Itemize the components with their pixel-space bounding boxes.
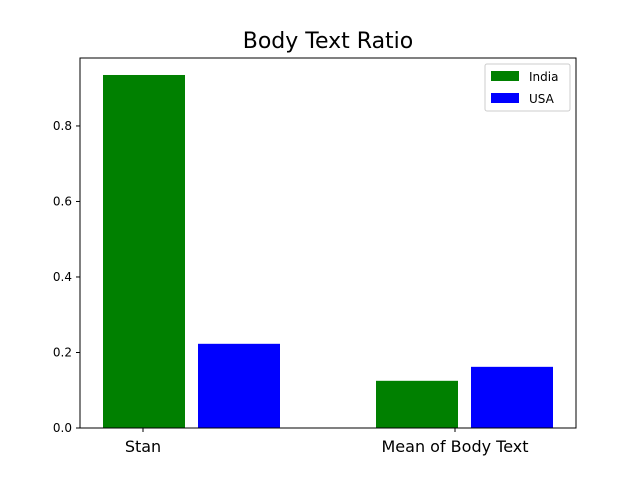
- bars: [103, 74, 553, 428]
- legend: India USA: [484, 63, 571, 112]
- x-tick-label: Mean of Body Text: [381, 437, 528, 456]
- legend-label-india: India: [529, 70, 558, 84]
- y-axis: 0.0 0.2 0.4 0.6 0.8: [53, 119, 80, 435]
- plot-frame: [79, 57, 577, 429]
- bar-india-1: [376, 380, 458, 428]
- legend-swatch-usa: [491, 93, 519, 103]
- y-tick-label: 0.6: [53, 194, 72, 208]
- y-tick-label: 0.2: [53, 345, 72, 359]
- y-tick-label: 0.4: [53, 270, 72, 284]
- legend-label-usa: USA: [529, 92, 555, 106]
- x-axis: Stan Mean of Body Text: [125, 428, 529, 456]
- y-tick-label: 0.8: [53, 119, 72, 133]
- x-tick-label: Stan: [125, 437, 161, 456]
- chart-title: Body Text Ratio: [243, 29, 414, 54]
- bar-india-0: [103, 74, 185, 428]
- bar-usa-0: [198, 343, 280, 428]
- y-tick-label: 0.0: [53, 421, 72, 435]
- legend-swatch-india: [491, 71, 519, 81]
- bar-usa-1: [471, 366, 553, 428]
